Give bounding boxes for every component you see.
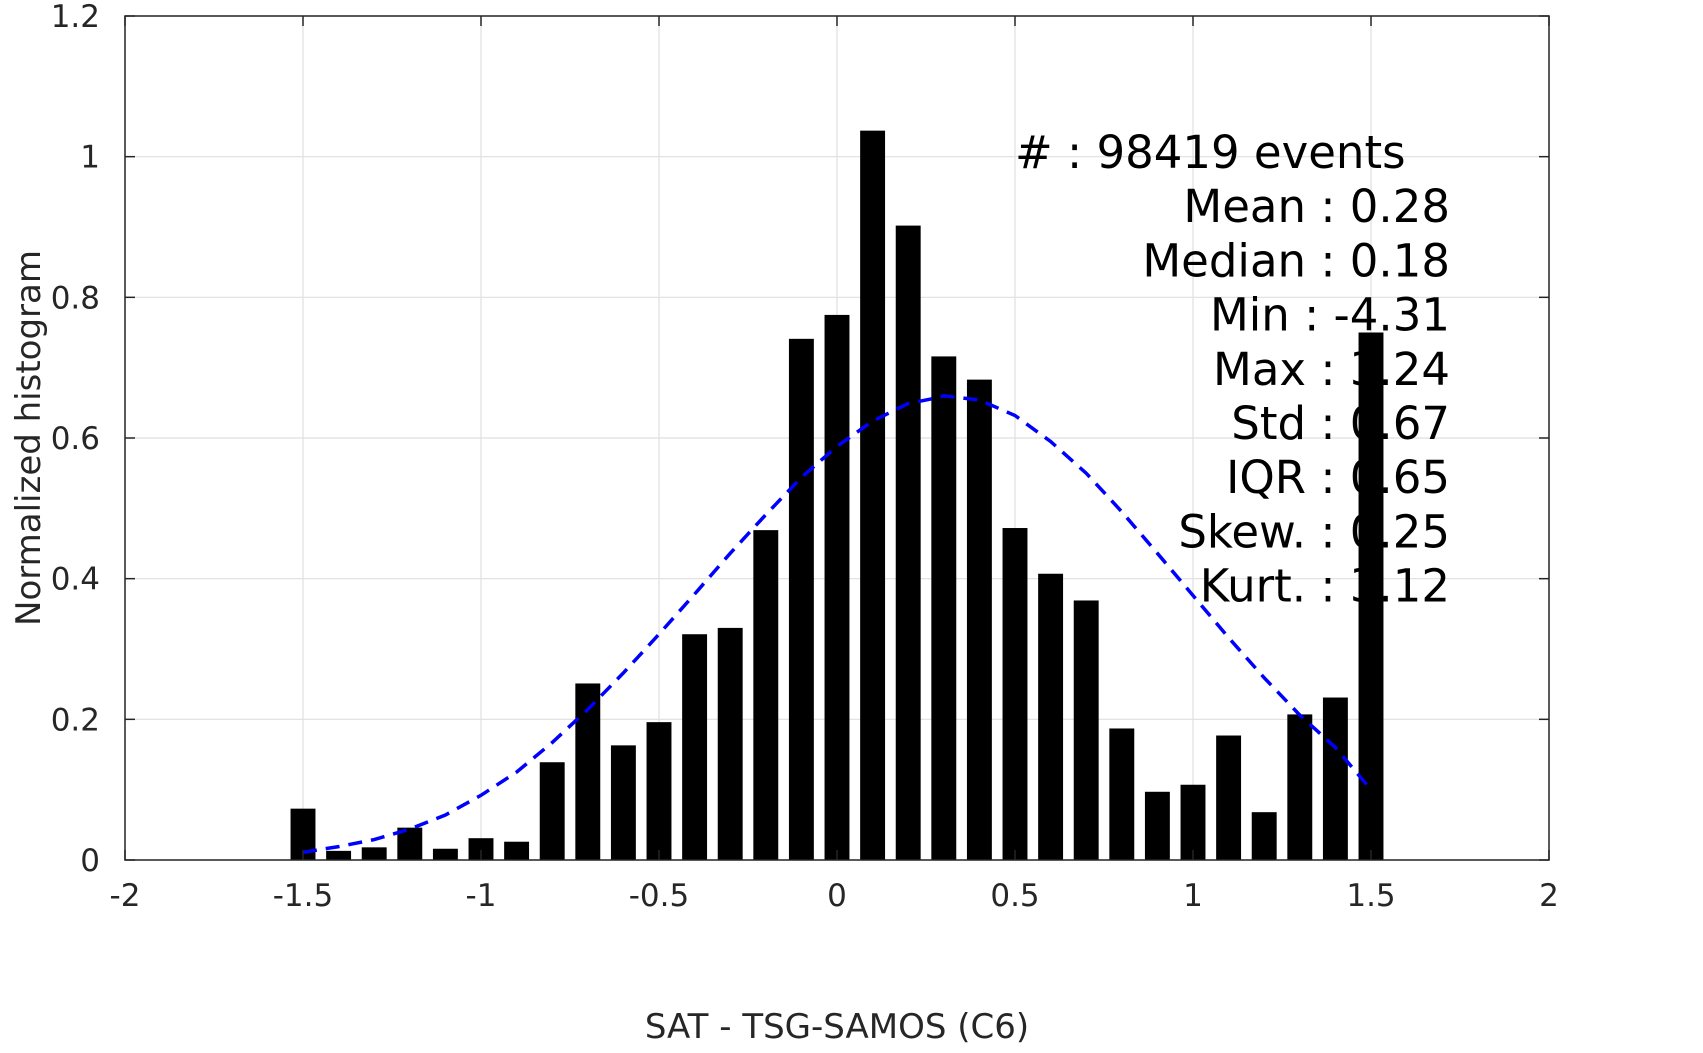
x-tick-label: -0.5 (629, 878, 690, 914)
histogram-bar (966, 379, 992, 860)
y-tick-label: 0.4 (51, 562, 100, 598)
histogram-bar (468, 838, 494, 860)
histogram-bar (788, 338, 814, 861)
y-tick-label: 0.6 (51, 421, 100, 457)
y-tick-label: 0 (80, 843, 100, 879)
histogram-bar (1073, 600, 1099, 860)
histogram-bar (1216, 735, 1242, 860)
histogram-bar (824, 314, 850, 861)
histogram-bar (646, 722, 672, 860)
histogram-bar (575, 683, 601, 860)
histogram-bar (504, 841, 530, 860)
axis-ticks: -2 -1.5 -1 -0.5 0 0.5 1 1.5 2 0 0.2 0.4 0.6 0.8 1 1.2 (51, 0, 1559, 914)
stats-line: Min : -4.31 (1210, 289, 1450, 342)
histogram-bar (895, 225, 921, 861)
x-tick-label: 1 (1183, 878, 1203, 914)
y-tick-label: 1 (80, 140, 100, 176)
x-axis-label: SAT - TSG-SAMOS (C6) (645, 1007, 1029, 1047)
stats-line: Skew. : 0.25 (1178, 505, 1450, 558)
histogram-bar (1109, 728, 1135, 860)
stats-line: Kurt. : 3.12 (1200, 560, 1450, 613)
histogram-bar (1287, 714, 1313, 860)
y-axis-label: Normalized histogram (9, 250, 49, 626)
histogram-bar (753, 530, 779, 860)
stats-line: Mean : 0.28 (1183, 180, 1450, 233)
histogram-bar (860, 130, 886, 861)
histogram-bar (1358, 332, 1384, 860)
y-tick-label: 0.8 (51, 280, 100, 316)
histogram-bar (1038, 573, 1064, 860)
histogram-bar (931, 356, 957, 860)
stats-line: Max : 3.24 (1213, 343, 1450, 396)
histogram-bars (290, 130, 1384, 861)
stats-line: Median : 0.18 (1142, 234, 1450, 287)
histogram-bar (1180, 784, 1206, 860)
histogram-bar (361, 847, 387, 860)
histogram-bar (326, 850, 352, 860)
stats-line: IQR : 0.65 (1226, 451, 1450, 504)
x-tick-label: 1.5 (1346, 878, 1395, 914)
y-tick-label: 0.2 (51, 702, 100, 738)
stats-line: # : 98419 events (1015, 126, 1406, 179)
x-tick-label: 0.5 (990, 878, 1039, 914)
x-tick-label: 0 (827, 878, 847, 914)
histogram-bar (1251, 812, 1277, 860)
x-tick-label: 2 (1539, 878, 1559, 914)
histogram-bar (1002, 528, 1028, 860)
histogram-bar (682, 634, 708, 860)
normal-fit-curve (302, 394, 1373, 855)
stats-line: Std : 0.67 (1231, 397, 1450, 450)
histogram-bar (717, 627, 743, 860)
histogram-bar (610, 745, 636, 860)
histogram-bar (1322, 697, 1348, 860)
x-tick-label: -1 (466, 878, 497, 914)
histogram-bar (539, 762, 565, 860)
x-tick-label: -1.5 (273, 878, 334, 914)
histogram-bar (1144, 791, 1170, 860)
x-tick-label: -2 (110, 878, 141, 914)
histogram-bar (432, 848, 458, 860)
y-tick-label: 1.2 (51, 0, 100, 35)
